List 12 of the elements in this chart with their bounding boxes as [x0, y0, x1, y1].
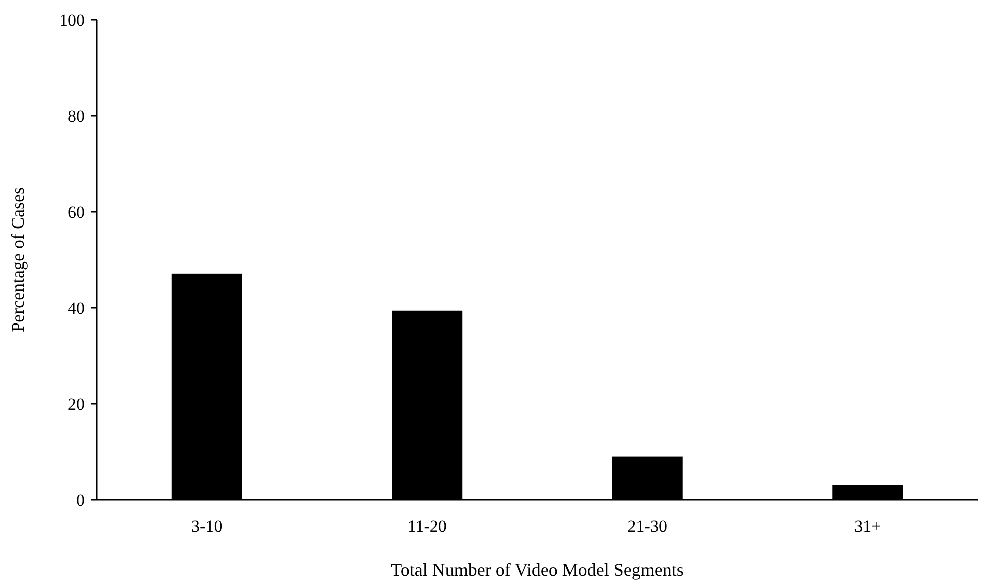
y-tick-label: 100 [60, 10, 85, 30]
y-tick-label: 0 [76, 490, 85, 510]
y-tick-label: 20 [68, 394, 85, 414]
y-tick-label: 60 [68, 202, 85, 222]
x-tick-label: 11-20 [408, 517, 447, 536]
y-tick-label: 80 [68, 106, 85, 126]
x-tick-label: 21-30 [628, 517, 668, 536]
x-tick-label: 31+ [854, 517, 882, 536]
x-axis-title: Total Number of Video Model Segments [391, 560, 684, 580]
y-axis-title: Percentage of Cases [8, 188, 28, 332]
y-tick-label: 40 [68, 298, 85, 318]
x-tick-label: 3-10 [192, 517, 223, 536]
